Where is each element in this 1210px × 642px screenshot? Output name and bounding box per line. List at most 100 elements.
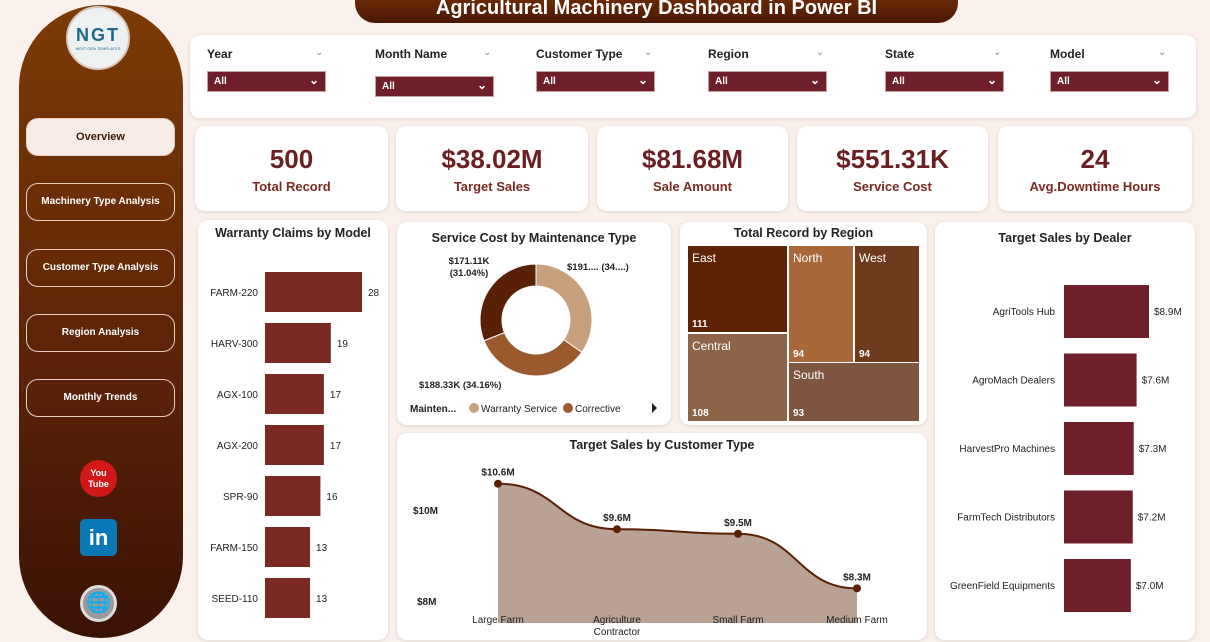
bar[interactable]: [1064, 285, 1149, 338]
filter-panel: Year ⌄ All ⌄ Month Name ⌄ All ⌄ Customer Type ⌄ Al…: [190, 35, 1196, 118]
chevron-down-icon: ⌄: [1151, 73, 1162, 87]
chart-title: Service Cost by Maintenance Type: [431, 231, 637, 245]
logo-text: NGT: [76, 25, 120, 45]
bar[interactable]: [265, 374, 324, 414]
data-point[interactable]: [613, 525, 621, 534]
data-point[interactable]: [734, 529, 742, 538]
bar[interactable]: [265, 476, 321, 516]
chevron-down-icon[interactable]: ⌄: [644, 47, 653, 58]
bar[interactable]: [1064, 490, 1133, 544]
filter-value: All: [715, 76, 728, 87]
data-label: $8.9M: [1154, 307, 1182, 318]
nav-monthly-trends[interactable]: Monthly Trends: [26, 379, 175, 417]
filter-value: All: [214, 76, 227, 87]
chart-title: Target Sales by Customer Type: [569, 438, 755, 452]
kpi-value: $38.02M: [441, 144, 543, 174]
bar[interactable]: [1064, 422, 1134, 475]
treemap-tile-north[interactable]: North 94: [789, 246, 853, 362]
tile-label: Central: [692, 339, 731, 353]
area-fill: [498, 483, 857, 623]
tile-label: North: [793, 251, 823, 265]
donut-slice[interactable]: [535, 263, 593, 354]
kpi-value: 500: [269, 144, 314, 174]
bar[interactable]: [265, 425, 324, 465]
filter-dropdown[interactable]: All ⌄: [375, 76, 494, 97]
nav-overview[interactable]: Overview: [26, 118, 175, 156]
ngt-logo: NGT NEXT GEN TEMPLATES: [66, 6, 130, 70]
legend-item[interactable]: Corrective: [575, 404, 621, 415]
chevron-down-icon: ⌄: [986, 73, 997, 87]
donut-slice[interactable]: [479, 263, 537, 342]
data-label: $7.6M: [1142, 376, 1170, 387]
chevron-down-icon: ⌄: [637, 73, 648, 87]
kpi-card: $38.02M Target Sales: [396, 126, 588, 211]
category-label: FARM-220: [210, 288, 258, 299]
data-point[interactable]: [853, 584, 861, 593]
data-label: 13: [316, 594, 328, 605]
filter-model: Model ⌄ All ⌄: [1050, 47, 1172, 92]
x-tick-label: Small Farm: [712, 615, 763, 626]
category-label: SPR-90: [223, 492, 258, 503]
y-tick-label: $8M: [417, 597, 436, 608]
data-label: 19: [337, 339, 349, 350]
chevron-down-icon[interactable]: ⌄: [816, 47, 825, 58]
youtube-icon[interactable]: You Tube: [80, 460, 117, 497]
bar[interactable]: [265, 272, 362, 312]
tile-value: 94: [859, 349, 871, 360]
treemap-tile-east[interactable]: East 111: [688, 246, 787, 332]
legend-item[interactable]: Warranty Service: [481, 404, 558, 415]
chevron-down-icon[interactable]: ⌄: [315, 47, 324, 58]
tile-label: East: [692, 251, 717, 265]
filter-label: Model: [1050, 47, 1085, 61]
category-label: AGX-100: [217, 390, 259, 401]
bar[interactable]: [265, 323, 331, 363]
data-label: $9.5M: [724, 518, 752, 529]
data-label: $7.2M: [1138, 513, 1166, 524]
filter-dropdown[interactable]: All ⌄: [708, 71, 827, 92]
chevron-down-icon: ⌄: [308, 73, 319, 87]
data-label: $171.11K: [449, 256, 490, 267]
legend-next-arrow-icon[interactable]: [652, 403, 657, 413]
logo-subtext: NEXT GEN TEMPLATES: [75, 46, 121, 51]
kpi-card: $551.31K Service Cost: [797, 126, 988, 211]
nav-region-analysis[interactable]: Region Analysis: [26, 314, 175, 352]
data-label: 13: [316, 543, 328, 554]
category-label: GreenField Equipments: [950, 581, 1055, 592]
bar[interactable]: [1064, 353, 1137, 407]
legend-title: Mainten...: [410, 404, 456, 415]
x-tick-label: Medium Farm: [826, 615, 888, 626]
chart-title: Total Record by Region: [733, 226, 874, 240]
bar[interactable]: [265, 578, 311, 618]
region-treemap: Total Record by Region East 111 North 94 Wes…: [680, 222, 927, 425]
filter-dropdown[interactable]: All ⌄: [536, 71, 655, 92]
filter-value: All: [892, 76, 905, 87]
nav-machinery-type-analysis[interactable]: Machinery Type Analysis: [26, 183, 175, 221]
service-cost-donut-chart: Service Cost by Maintenance Type $191...…: [397, 222, 671, 425]
treemap-tile-south[interactable]: South 93: [789, 363, 919, 421]
treemap-tile-central[interactable]: Central 108: [688, 334, 787, 421]
filter-dropdown[interactable]: All ⌄: [1050, 71, 1169, 92]
legend-marker: [469, 403, 479, 413]
x-tick-label: Contractor: [594, 627, 641, 638]
data-label: $9.6M: [603, 513, 631, 524]
kpi-value: $81.68M: [641, 144, 744, 174]
bar[interactable]: [265, 527, 311, 567]
dashboard-title: Agricultural Machinery Dashboard in Powe…: [355, 0, 958, 23]
category-label: FARM-150: [210, 543, 258, 554]
chevron-down-icon[interactable]: ⌄: [1158, 47, 1167, 58]
bar[interactable]: [1064, 559, 1131, 612]
chevron-down-icon[interactable]: ⌄: [993, 47, 1002, 58]
treemap-tile-west[interactable]: West 94: [855, 246, 919, 362]
nav-customer-type-analysis[interactable]: Customer Type Analysis: [26, 249, 175, 287]
filter-dropdown[interactable]: All ⌄: [885, 71, 1004, 92]
tile-value: 108: [692, 408, 709, 419]
filter-dropdown[interactable]: All ⌄: [207, 71, 326, 92]
category-label: AGX-200: [217, 441, 259, 452]
category-label: HarvestPro Machines: [959, 444, 1055, 455]
globe-icon[interactable]: 🌐: [80, 585, 117, 622]
data-point[interactable]: [494, 479, 502, 488]
chevron-down-icon: ⌄: [809, 73, 820, 87]
filter-region: Region ⌄ All ⌄: [708, 47, 830, 92]
chevron-down-icon[interactable]: ⌄: [483, 47, 492, 58]
linkedin-icon[interactable]: in: [80, 519, 117, 556]
